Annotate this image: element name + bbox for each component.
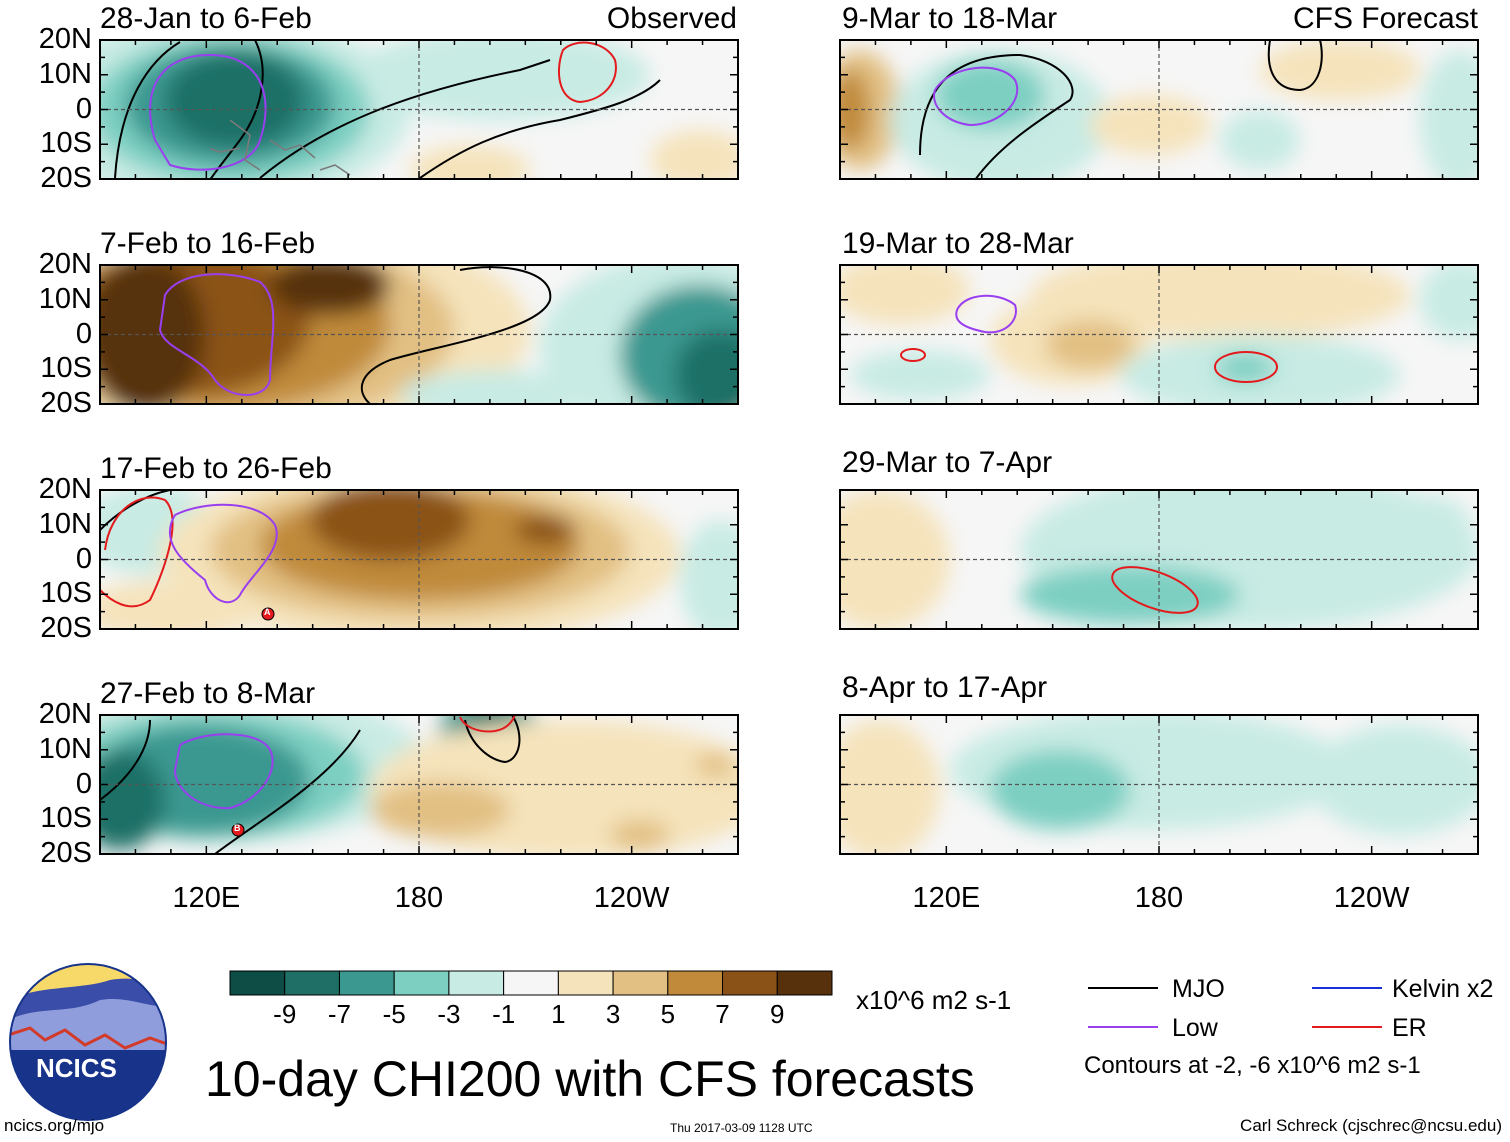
y-tick-label: 20N xyxy=(38,248,92,280)
footer-credit[interactable]: Carl Schreck (cjschrec@ncsu.edu) xyxy=(1240,1116,1502,1135)
y-tick-label: 10N xyxy=(38,732,92,765)
main-title: 10-day CHI200 with CFS forecasts xyxy=(205,1051,975,1107)
x-tick-label: 120E xyxy=(172,882,241,914)
panel-title-5: 9-Mar to 18-Mar xyxy=(842,2,1058,35)
y-tick-label: 20S xyxy=(40,162,92,194)
colorbar-label: 3 xyxy=(605,999,621,1029)
panel-type-label-1: Observed xyxy=(606,2,737,35)
colorbar-swatch xyxy=(722,970,778,996)
colorbar-label: -1 xyxy=(492,999,516,1029)
colorbar-label: 1 xyxy=(551,999,566,1029)
panel-title-1: 28-Jan to 6-Feb xyxy=(100,2,312,35)
colorbar-swatch xyxy=(503,970,559,996)
x-tick-label: 120W xyxy=(593,882,670,914)
colorbar xyxy=(229,970,833,996)
colorbar-label: 7 xyxy=(715,999,730,1029)
y-tick-label: 10S xyxy=(40,127,92,160)
panel-type-label-5: CFS Forecast xyxy=(1292,2,1478,35)
y-tick-label: 10N xyxy=(38,282,92,315)
colorbar-label: 5 xyxy=(660,999,676,1029)
colorbar-swatch xyxy=(229,970,286,996)
colorbar-label: -3 xyxy=(437,999,461,1029)
coastline-1 xyxy=(210,108,351,176)
ncics-logo xyxy=(9,963,167,1121)
colorbar-swatch xyxy=(338,970,395,996)
panel-fill-5 xyxy=(840,40,1478,179)
panel-frames xyxy=(99,39,1479,855)
colorbar-swatch xyxy=(393,970,450,996)
panel-title-4: 27-Feb to 8-Mar xyxy=(100,677,316,710)
y-tick-label: 20N xyxy=(38,473,92,505)
colorbar-swatch xyxy=(667,970,724,996)
y-tick-label: 20N xyxy=(38,23,92,55)
colorbar-label: -9 xyxy=(273,999,297,1029)
y-tick-label: 20S xyxy=(40,387,92,419)
colorbar-swatch xyxy=(776,970,833,996)
y-tick-label: 0 xyxy=(75,317,92,350)
storm-marker-a-label: A xyxy=(264,607,271,617)
y-tick-label: 0 xyxy=(75,542,92,575)
panel-title-6: 19-Mar to 28-Mar xyxy=(842,227,1074,260)
coastlines xyxy=(210,108,351,176)
y-tick-label: 10S xyxy=(40,352,92,385)
y-tick-label: 10S xyxy=(40,802,92,835)
panel-title-8: 8-Apr to 17-Apr xyxy=(842,671,1048,704)
panel-fill-6 xyxy=(840,265,1478,404)
panel-fill-3 xyxy=(100,490,738,629)
colorbar-label: -7 xyxy=(327,999,352,1029)
contours-note: Contours at -2, -6 x10^6 m2 s-1 xyxy=(1084,1052,1421,1079)
x-tick-label: 180 xyxy=(1134,882,1184,914)
storm-marker-b xyxy=(231,823,245,837)
reference-lines xyxy=(100,40,1478,854)
colorbar-label: 9 xyxy=(770,999,785,1029)
legend-label-er: ER xyxy=(1392,1014,1427,1042)
y-tick-label: 20S xyxy=(40,837,92,869)
colorbar-swatch xyxy=(557,970,614,996)
storm-marker-a xyxy=(261,607,275,621)
y-tick-label: 0 xyxy=(75,92,92,125)
y-tick-label: 20N xyxy=(38,698,92,730)
panel-title-2: 7-Feb to 16-Feb xyxy=(100,227,316,260)
y-tick-label: 10S xyxy=(40,577,92,610)
y-tick-label: 0 xyxy=(75,767,92,800)
x-tick-label: 120W xyxy=(1333,882,1410,914)
logo-text: NCICS xyxy=(36,1053,117,1083)
colorbar-units: x10^6 m2 s-1 xyxy=(856,985,1012,1015)
legend-label-low: Low xyxy=(1172,1014,1218,1042)
panel-title-7: 29-Mar to 7-Apr xyxy=(842,446,1053,479)
colorbar-swatch xyxy=(448,970,505,996)
colorbar-label: -5 xyxy=(382,999,406,1029)
footer-timestamp: Thu 2017-03-09 1128 UTC xyxy=(670,1121,813,1135)
legend-label-kelvin: Kelvin x2 xyxy=(1392,975,1494,1003)
colorbar-swatch xyxy=(284,970,340,996)
y-tick-label: 10N xyxy=(38,507,92,540)
x-tick-label: 180 xyxy=(394,882,444,914)
x-tick-label: 120E xyxy=(912,882,981,914)
storm-marker-b-label: B xyxy=(234,823,241,833)
y-tick-label: 10N xyxy=(38,57,92,90)
y-tick-label: 20S xyxy=(40,612,92,644)
panel-title-3: 17-Feb to 26-Feb xyxy=(100,452,332,485)
legend-label-mjo: MJO xyxy=(1172,975,1225,1003)
footer-url[interactable]: ncics.org/mjo xyxy=(4,1116,105,1135)
colorbar-swatch xyxy=(612,970,669,996)
